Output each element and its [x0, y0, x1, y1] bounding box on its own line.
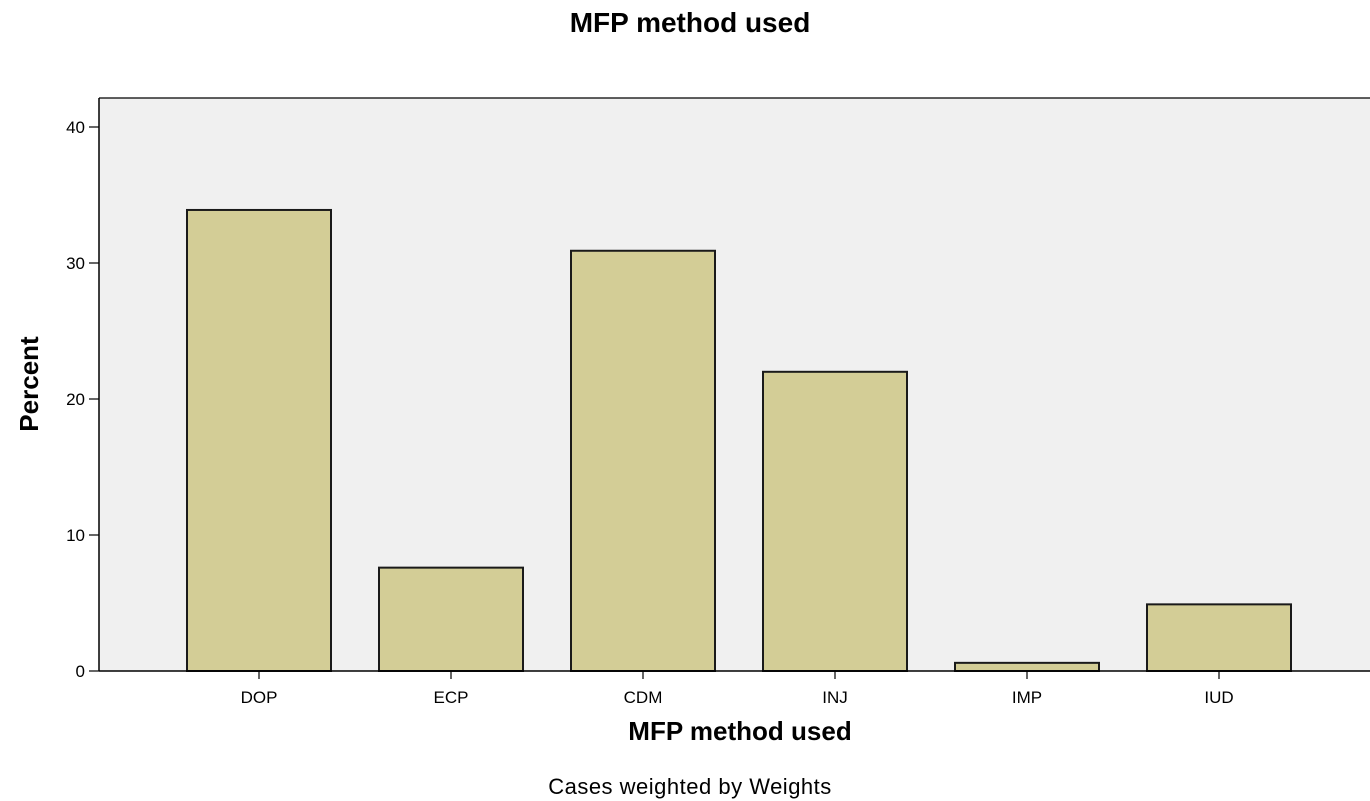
bar-inj	[762, 370, 908, 672]
bar-ecp	[378, 566, 524, 673]
y-tick-label: 10	[66, 526, 85, 545]
bar-cdm	[570, 249, 716, 672]
y-tick-label: 0	[76, 662, 85, 681]
x-tick-label: ECP	[434, 688, 469, 707]
x-tick-label: IMP	[1012, 688, 1042, 707]
x-tick-label: DOP	[241, 688, 278, 707]
footnote: Cases weighted by Weights	[548, 774, 832, 799]
bar-imp	[954, 661, 1100, 673]
x-tick-label: CDM	[624, 688, 663, 707]
x-axis-title: MFP method used	[628, 716, 851, 746]
bar-dop	[186, 208, 332, 673]
y-ticks-group: 0 10 20 30 40	[66, 118, 99, 681]
x-ticks-group: DOP ECP CDM INJ IMP IUD	[241, 671, 1234, 707]
y-tick-label: 20	[66, 390, 85, 409]
x-tick-label: INJ	[822, 688, 848, 707]
chart-title: MFP method used	[570, 7, 811, 38]
y-tick-label: 30	[66, 254, 85, 273]
y-tick-label: 40	[66, 118, 85, 137]
x-tick-label: IUD	[1204, 688, 1233, 707]
bar-iud	[1146, 603, 1292, 672]
bars-group	[186, 208, 1292, 673]
y-axis-title: Percent	[14, 336, 44, 432]
